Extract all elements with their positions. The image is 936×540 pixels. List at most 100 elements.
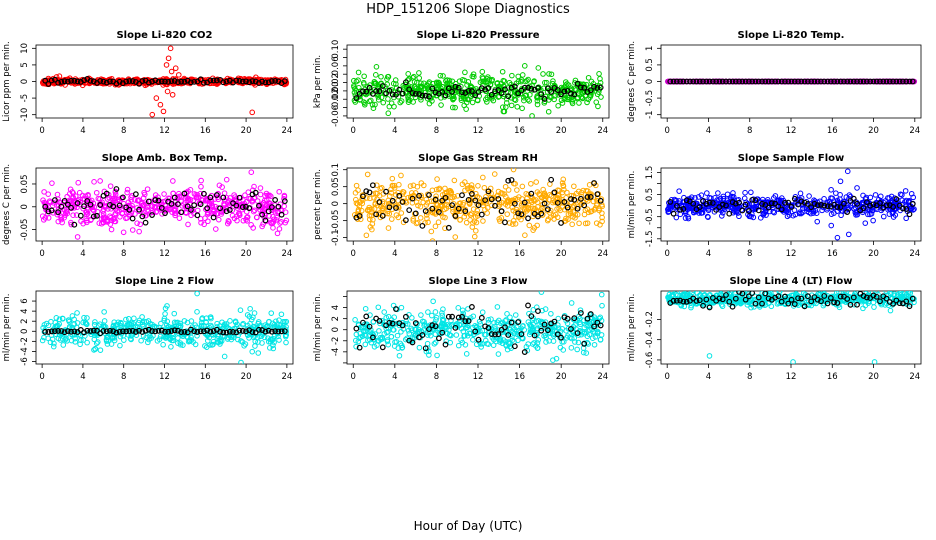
reference-point bbox=[369, 90, 376, 97]
panel-title: Slope Li-820 CO2 bbox=[116, 30, 212, 41]
reference-point bbox=[58, 328, 65, 334]
outlier-point bbox=[535, 65, 542, 71]
data-point bbox=[450, 200, 457, 207]
reference-point bbox=[475, 336, 482, 343]
y-tick-label: 10 bbox=[20, 43, 30, 54]
reference-point bbox=[376, 318, 383, 324]
data-point bbox=[560, 347, 567, 353]
data-point bbox=[361, 99, 367, 105]
data-point bbox=[426, 352, 432, 358]
data-point bbox=[531, 79, 537, 85]
reference-point bbox=[693, 78, 700, 85]
reference-point bbox=[376, 88, 383, 95]
reference-point bbox=[465, 318, 472, 324]
reference-point bbox=[162, 78, 168, 85]
reference-point bbox=[233, 77, 240, 84]
data-point bbox=[266, 200, 273, 206]
reference-point bbox=[690, 200, 697, 207]
data-point bbox=[512, 312, 519, 318]
data-point bbox=[97, 178, 103, 184]
reference-point bbox=[281, 328, 288, 335]
reference-point bbox=[409, 90, 416, 96]
data-point bbox=[479, 309, 486, 316]
data-point bbox=[115, 319, 122, 326]
data-point bbox=[367, 195, 373, 202]
data-point bbox=[432, 223, 439, 230]
reference-point bbox=[821, 202, 828, 209]
data-point bbox=[136, 228, 142, 235]
data-point bbox=[364, 323, 371, 330]
outlier-point bbox=[844, 168, 851, 175]
reference-point bbox=[890, 78, 896, 85]
data-point bbox=[462, 96, 468, 102]
reference-point bbox=[677, 206, 684, 213]
reference-point bbox=[194, 212, 201, 219]
data-point bbox=[523, 344, 530, 350]
data-point bbox=[528, 193, 534, 200]
reference-point bbox=[726, 210, 733, 217]
reference-point bbox=[356, 344, 363, 351]
reference-point bbox=[432, 196, 439, 203]
data-point bbox=[886, 211, 893, 217]
reference-point bbox=[558, 220, 564, 226]
data-point bbox=[249, 348, 256, 355]
data-point bbox=[362, 332, 369, 339]
outlier-point bbox=[163, 62, 170, 68]
data-point bbox=[569, 221, 575, 228]
y-tick-label: 0.5 bbox=[645, 188, 655, 202]
data-point bbox=[440, 316, 446, 322]
data-point bbox=[522, 232, 528, 238]
data-point bbox=[892, 212, 899, 218]
panel-3: Slope Li-820 Temp.degrees C per min.0 4 8 1… bbox=[627, 30, 922, 136]
reference-point bbox=[778, 206, 785, 213]
data-point bbox=[460, 201, 466, 208]
reference-point bbox=[900, 78, 906, 85]
x-tick-label: 20 bbox=[241, 126, 252, 136]
data-point bbox=[147, 333, 153, 339]
data-point bbox=[413, 220, 420, 227]
data-point bbox=[205, 218, 211, 225]
reference-point bbox=[723, 78, 729, 85]
reference-point bbox=[863, 78, 870, 85]
x-tick-label: 24 bbox=[281, 249, 292, 259]
data-point bbox=[412, 326, 418, 333]
reference-point bbox=[670, 78, 677, 85]
reference-point bbox=[55, 328, 62, 334]
data-point bbox=[462, 321, 468, 328]
data-point bbox=[512, 221, 519, 227]
data-point bbox=[227, 318, 233, 324]
data-point bbox=[383, 325, 390, 332]
reference-point bbox=[213, 77, 220, 84]
reference-point bbox=[149, 328, 155, 334]
data-point bbox=[853, 212, 859, 218]
reference-point bbox=[469, 88, 475, 94]
x-tick-label: 0 bbox=[351, 126, 356, 136]
data-point bbox=[746, 213, 753, 220]
reference-point bbox=[703, 78, 710, 85]
data-point bbox=[412, 94, 419, 101]
reference-point bbox=[554, 87, 561, 93]
data-point bbox=[147, 320, 153, 327]
data-point bbox=[716, 197, 722, 203]
reference-point bbox=[462, 318, 469, 325]
reference-point bbox=[472, 197, 479, 204]
data-point bbox=[440, 73, 446, 79]
reference-point bbox=[51, 328, 58, 335]
data-point bbox=[538, 318, 544, 325]
reference-point bbox=[171, 194, 178, 201]
data-point bbox=[185, 221, 191, 228]
data-point bbox=[584, 99, 590, 106]
data-point bbox=[270, 345, 277, 352]
reference-point bbox=[716, 78, 723, 85]
y-tick-label: 2 bbox=[20, 318, 30, 323]
data-point bbox=[55, 322, 61, 329]
reference-point bbox=[502, 219, 508, 226]
y-tick-label: 0.5 bbox=[645, 58, 655, 72]
data-point bbox=[559, 189, 566, 196]
data-point bbox=[372, 190, 379, 196]
data-point bbox=[500, 337, 507, 343]
data-point bbox=[107, 183, 114, 189]
data-point bbox=[519, 72, 526, 78]
data-point bbox=[58, 214, 65, 221]
data-point bbox=[456, 321, 463, 328]
